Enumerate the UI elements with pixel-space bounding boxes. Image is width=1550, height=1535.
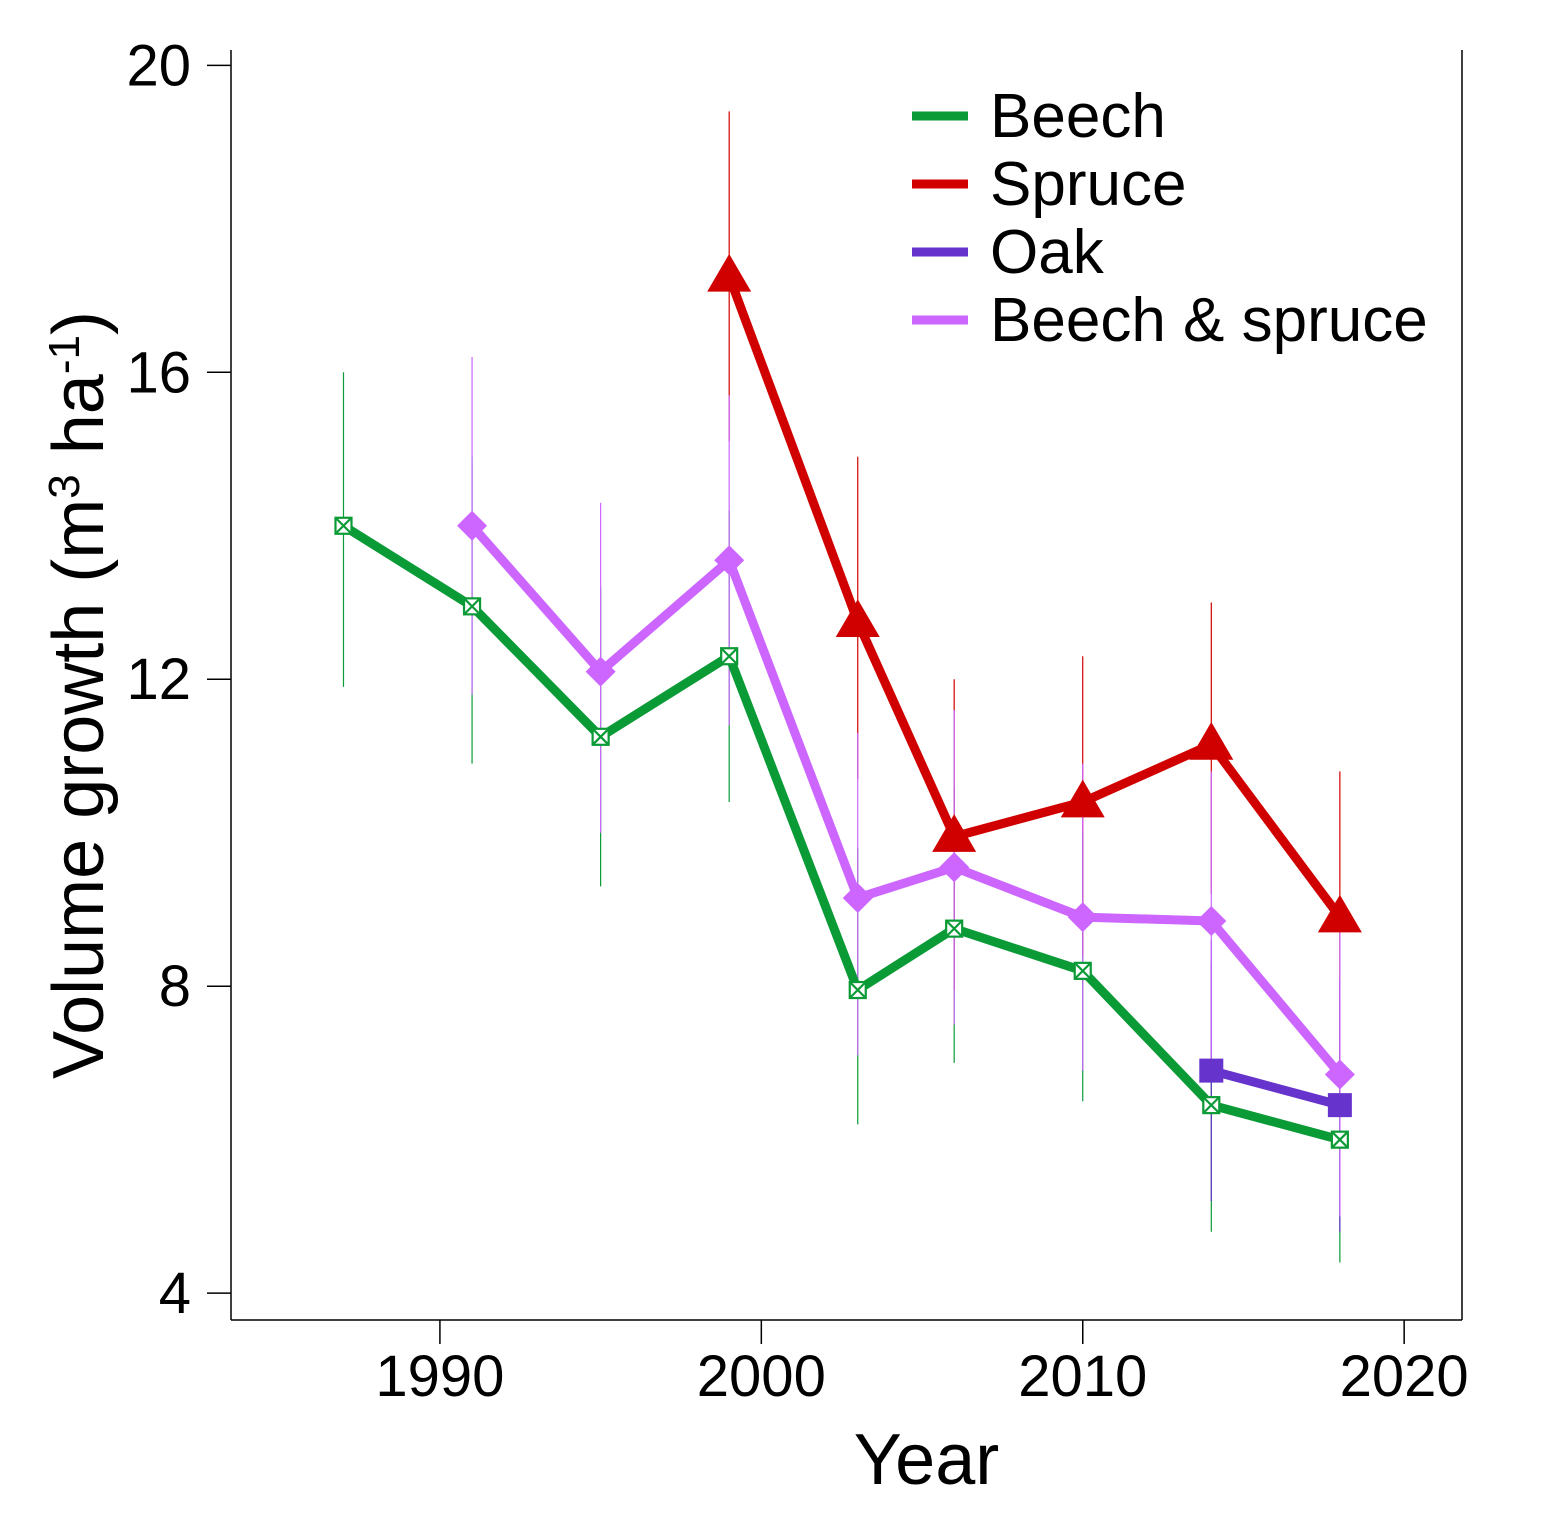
beech-spruce-point — [1196, 905, 1227, 936]
spruce-point — [1317, 894, 1362, 933]
legend-label-spruce: Spruce — [990, 150, 1186, 219]
ticks: 4 8 12 16 20 1990 2000 2010 2020 — [126, 33, 1468, 1409]
marker-cross — [334, 516, 353, 535]
beech-spruce-point — [842, 882, 873, 913]
x-tick-label: 2010 — [1018, 1344, 1147, 1409]
oak-point — [1199, 1058, 1224, 1083]
spruce-point — [932, 814, 977, 852]
y-tick-label: 4 — [159, 1261, 191, 1326]
series-markers — [334, 253, 1362, 1149]
beech-spruce-series-line — [468, 522, 1344, 1078]
x-tick-label: 2020 — [1340, 1344, 1469, 1409]
marker-cross — [1073, 962, 1092, 980]
spruce-series-line — [724, 274, 1344, 920]
y-axis-title-main: Volume growth (m — [39, 499, 119, 1079]
beech-spruce-point — [585, 656, 616, 687]
spruce-point — [835, 599, 880, 637]
beech-spruce-point — [939, 852, 970, 883]
x-axis-title: Year — [854, 1420, 999, 1500]
axes — [230, 50, 1463, 1321]
beech-point — [1330, 1130, 1349, 1149]
beech-point — [848, 980, 867, 1000]
oak-series-line — [1210, 1066, 1342, 1110]
beech-spruce-point — [1324, 1059, 1355, 1090]
marker-cross — [463, 597, 481, 616]
marker-cross — [591, 728, 610, 746]
beech-spruce-point — [1067, 902, 1098, 933]
oak-point — [1327, 1093, 1352, 1118]
marker-cross — [1331, 1130, 1349, 1149]
beech-series-line — [341, 521, 1342, 1145]
beech-point — [591, 727, 610, 746]
y-tick-label: 20 — [126, 33, 191, 98]
marker-cross — [720, 647, 738, 666]
y-axis-title-sup1: 3 — [40, 474, 89, 498]
series-lines — [341, 274, 1344, 1145]
beech-point — [1073, 961, 1092, 980]
x-tick-label: 2000 — [697, 1344, 826, 1409]
y-axis-title-end: ) — [39, 311, 119, 335]
y-axis-title-mid: ha — [39, 373, 119, 474]
spruce-point — [1060, 779, 1105, 818]
x-tick-label: 1990 — [375, 1344, 504, 1409]
legend-label-oak: Oak — [990, 218, 1105, 287]
marker-cross — [848, 981, 867, 999]
y-tick-label: 12 — [126, 647, 191, 712]
spruce-point — [707, 253, 752, 292]
beech-point — [945, 919, 964, 938]
beech-spruce-point — [714, 545, 745, 576]
y-axis-title: Volume growth (m3 ha-1) — [39, 311, 119, 1079]
legend-label-beech-spruce: Beech & spruce — [990, 286, 1428, 355]
beech-point — [462, 597, 482, 616]
marker-cross — [945, 919, 963, 938]
beech-point — [334, 516, 353, 535]
beech-point — [1202, 1096, 1221, 1115]
beech-spruce-point — [457, 510, 488, 541]
y-tick-label: 16 — [126, 340, 191, 405]
legend-label-beech: Beech — [990, 82, 1166, 151]
y-tick-label: 8 — [159, 954, 191, 1019]
spruce-point — [1189, 722, 1234, 760]
marker-cross — [1202, 1096, 1221, 1114]
beech-point — [720, 647, 739, 666]
y-axis-title-sup2: -1 — [40, 335, 89, 374]
